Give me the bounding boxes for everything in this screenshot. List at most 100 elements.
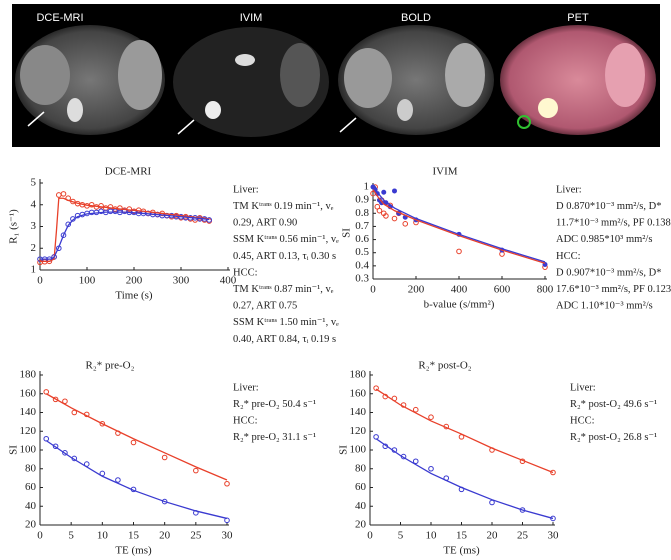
x-axis-label: TE (ms) — [443, 545, 480, 557]
data-point — [193, 467, 199, 474]
data-point — [456, 248, 462, 255]
annotation: Liver: — [233, 382, 259, 393]
annotation: ADC 0.985*10³ mm²/s — [556, 234, 652, 245]
x-tick-label: 0 — [37, 275, 43, 287]
y-tick-label: 100 — [350, 444, 367, 456]
x-tick-label: 20 — [487, 530, 499, 542]
annotation: TM Kᵗʳᵃⁿˢ 0.87 min⁻¹, vₑ — [233, 284, 334, 295]
y-tick-label: 0.9 — [355, 194, 369, 206]
y-tick-label: 3 — [31, 220, 37, 232]
y-tick-label: 1 — [364, 181, 370, 193]
fit-line — [40, 211, 210, 260]
ivim-image — [173, 27, 329, 137]
x-tick-label: 10 — [426, 530, 438, 542]
x-tick-label: 0 — [37, 530, 43, 542]
y-tick-label: 40 — [25, 500, 37, 512]
x-tick-label: 100 — [79, 275, 96, 287]
x-tick-label: 300 — [173, 275, 190, 287]
annotation: ADC 1.10*10⁻³ mm²/s — [556, 301, 653, 312]
annotation: Liver: — [570, 382, 596, 393]
image-label: BOLD — [401, 12, 431, 24]
annotation: 11.7*10⁻³ mm²/s, PF 0.138, — [556, 218, 671, 229]
annotation: 0.29, ART 0.90 — [233, 218, 297, 229]
y-axis-label: SI — [341, 228, 353, 238]
data-point — [391, 215, 398, 222]
data-point — [376, 207, 383, 214]
y-tick-label: 0.7 — [355, 220, 369, 232]
annotation: HCC: — [556, 251, 581, 262]
data-point — [224, 480, 230, 487]
annotation: R₂* post-O₂ 49.6 s⁻¹ — [570, 399, 657, 410]
chart-title: DCE-MRI — [105, 166, 152, 178]
annotation: 17.6*10⁻³ mm²/s, PF 0.123, — [556, 284, 671, 295]
annotation: R₂* pre-O₂ 50.4 s⁻¹ — [233, 399, 316, 410]
annotation: D 0.907*10⁻³ mm²/s, D* — [556, 267, 661, 278]
mri-image — [15, 25, 165, 135]
y-tick-label: 180 — [20, 369, 37, 381]
image-label: DCE-MRI — [36, 12, 83, 24]
y-tick-label: 4 — [31, 198, 37, 210]
annotation: D 0.870*10⁻³ mm²/s, D* — [556, 201, 661, 212]
chart: R₂* post-O₂ 20 40 60 80 100 120 140 160 180 0 5 10 15… — [338, 360, 658, 557]
fit-line — [45, 393, 228, 481]
y-tick-label: 160 — [350, 387, 367, 399]
annotation: R₂* post-O₂ 26.8 s⁻¹ — [570, 432, 657, 443]
data-point — [62, 398, 68, 405]
data-point — [161, 498, 168, 505]
annotation: TM Kᵗʳᵃⁿˢ 0.19 min⁻¹, vₑ — [233, 201, 334, 212]
y-tick-label: 140 — [350, 406, 367, 418]
data-point — [52, 396, 59, 403]
x-tick-label: 20 — [159, 530, 171, 542]
fit-line — [375, 388, 554, 474]
y-tick-label: 5 — [31, 177, 37, 189]
y-tick-label: 0.6 — [355, 233, 369, 245]
chart-title: R₂* pre-O₂ — [86, 360, 135, 372]
y-tick-label: 0.5 — [355, 246, 369, 258]
y-tick-label: 60 — [25, 481, 37, 493]
data-point — [115, 477, 121, 483]
chart: IVIM 0.3 0.40.50.60.70.80.91 0 200 400 600 800 b… — [341, 166, 671, 312]
y-tick-label: 60 — [355, 481, 367, 493]
x-tick-label: 15 — [128, 530, 140, 542]
x-tick-label: 600 — [494, 284, 511, 296]
data-point — [56, 192, 62, 198]
image-panels: DCE-MRI IVIM BOLD PET — [12, 4, 660, 147]
data-point — [62, 450, 68, 456]
data-point — [383, 213, 389, 219]
x-tick-label: 0 — [370, 284, 376, 296]
data-point — [206, 217, 212, 223]
y-tick-label: 0.3 — [355, 273, 369, 285]
x-tick-label: 800 — [537, 284, 554, 296]
y-tick-label: 40 — [355, 500, 367, 512]
fit-line — [372, 186, 546, 263]
y-axis-label: R₁ (s⁻¹) — [8, 209, 20, 244]
data-point — [402, 221, 409, 227]
y-tick-label: 0.4 — [355, 259, 369, 271]
data-point — [99, 420, 106, 427]
y-tick-label: 160 — [20, 387, 37, 399]
fit-line — [372, 189, 546, 264]
x-axis-label: Time (s) — [115, 290, 153, 302]
y-tick-label: 20 — [355, 519, 367, 531]
annotation: R₂* pre-O₂ 31.1 s⁻¹ — [233, 432, 316, 443]
x-tick-label: 200 — [408, 284, 425, 296]
data-point — [98, 203, 104, 209]
annotation: 0.45, ART 0.13, τᵢ 0.30 s — [233, 251, 336, 262]
data-point — [126, 206, 133, 212]
annotation: SSM Kᵗʳᵃⁿˢ 0.56 min⁻¹, vₑ — [233, 234, 339, 245]
y-tick-label: 120 — [20, 425, 37, 437]
data-point — [428, 465, 434, 472]
y-tick-label: 180 — [350, 369, 367, 381]
chart: R₂* pre-O₂ 20 40 60 80 100 120 140 160 180 0 5 10 15 2… — [8, 360, 317, 557]
data-point — [392, 188, 397, 194]
data-point — [373, 385, 379, 391]
annotation: 0.40, ART 0.84, τᵢ 0.19 s — [233, 334, 336, 345]
chart: DCE-MRI 1 2 3 4 5 0 100 200 300 400 Time (s) R₁ (s⁻¹… — [8, 166, 340, 345]
data-point — [550, 469, 556, 476]
y-tick-label: 2 — [31, 242, 37, 254]
data-point — [52, 443, 59, 450]
annotation: Liver: — [556, 184, 582, 195]
x-tick-label: 0 — [367, 530, 373, 542]
x-tick-label: 15 — [456, 530, 468, 542]
data-point — [381, 189, 387, 195]
